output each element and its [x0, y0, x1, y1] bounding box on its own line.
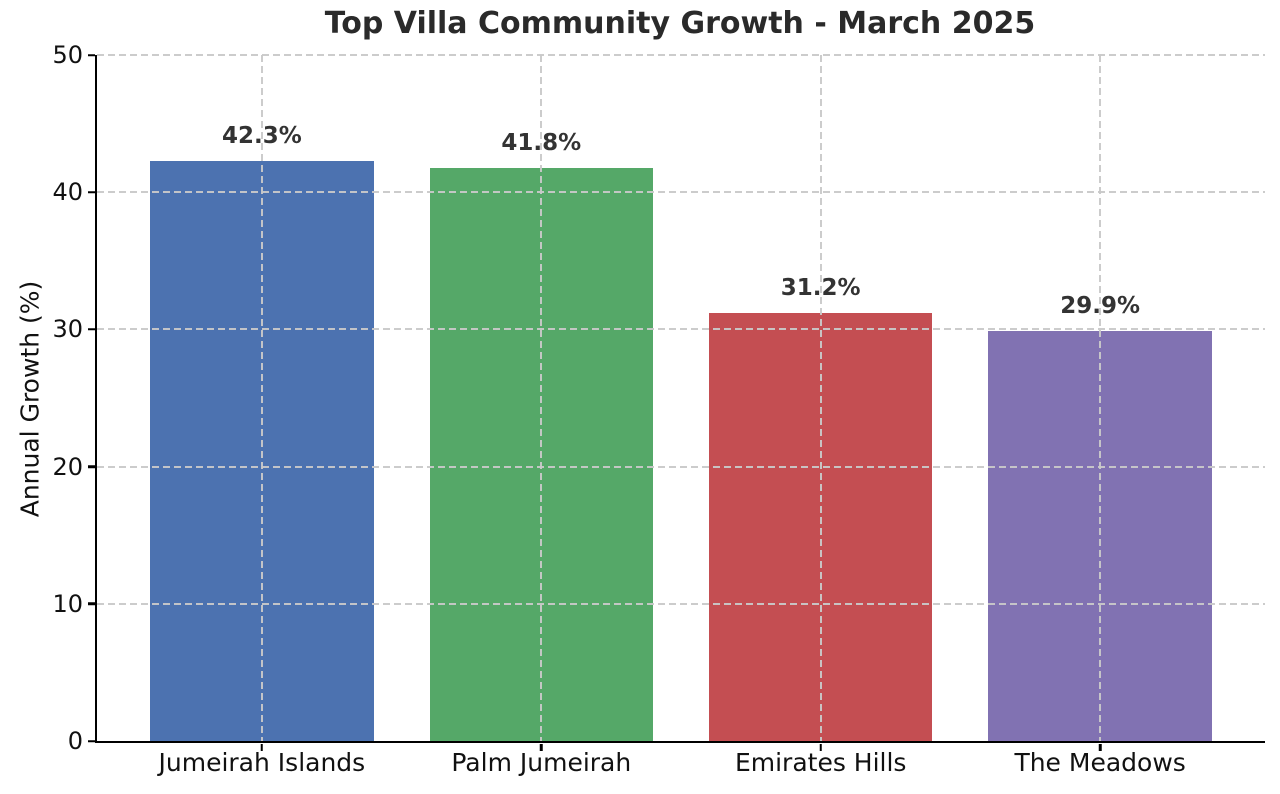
x-gridline [260, 55, 263, 741]
x-category-label: Jumeirah Islands [158, 748, 366, 777]
bar-value-label: 41.8% [501, 129, 582, 156]
x-tick-mark [1098, 743, 1102, 751]
x-gridline [540, 55, 543, 741]
y-tick-mark [87, 739, 95, 743]
y-tick-label: 20 [52, 452, 83, 481]
bar-value-label: 42.3% [221, 122, 302, 149]
x-category-label: Palm Jumeirah [451, 748, 632, 777]
x-tick-mark [819, 743, 822, 751]
y-tick-label: 30 [52, 315, 83, 344]
chart-title: Top Villa Community Growth - March 2025 [324, 6, 1036, 41]
y-tick-mark [87, 53, 95, 57]
x-gridline [1099, 55, 1102, 741]
x-gridline [819, 55, 822, 741]
y-tick-label: 40 [52, 178, 83, 207]
y-tick-mark [87, 465, 95, 468]
bar-value-label: 31.2% [780, 274, 861, 301]
y-gridline [97, 191, 1265, 194]
y-tick-mark [87, 328, 95, 331]
x-tick-mark [540, 743, 543, 751]
y-tick-mark [87, 602, 95, 606]
bar-value-label: 29.9% [1060, 292, 1141, 319]
x-category-label: Emirates Hills [734, 748, 907, 777]
y-tick-label: 10 [52, 589, 83, 618]
y-tick-mark [87, 190, 95, 194]
y-tick-label: 0 [67, 727, 83, 755]
x-tick-mark [260, 743, 264, 751]
y-gridline [97, 602, 1265, 605]
y-axis-label: Annual Growth (%) [15, 280, 45, 518]
y-tick-label: 50 [52, 41, 83, 69]
x-category-label: The Meadows [1014, 748, 1186, 777]
y-gridline [97, 328, 1265, 331]
y-gridline [97, 465, 1265, 468]
y-gridline [97, 54, 1265, 56]
plot-area: 0 10 20 30 40 50 42.3% Jumeirah Islands 41.8% Pal… [52, 43, 1265, 777]
